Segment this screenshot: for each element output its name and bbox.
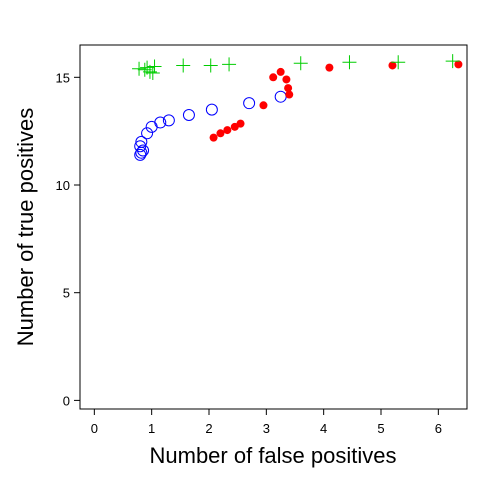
data-point — [259, 101, 268, 110]
data-point — [445, 54, 460, 69]
x-axis: 0 1 2 3 4 5 6 — [91, 409, 442, 436]
x-tick-label: 5 — [377, 421, 384, 436]
data-point — [276, 67, 285, 76]
data-point — [223, 126, 232, 135]
data-point — [176, 58, 191, 73]
data-point — [391, 55, 406, 70]
data-point — [203, 58, 218, 73]
x-tick-label: 3 — [263, 421, 270, 436]
series-plus — [132, 54, 460, 80]
data-point — [135, 135, 148, 148]
data-point — [454, 60, 463, 69]
data-point — [154, 116, 167, 129]
data-point — [182, 109, 195, 121]
data-point — [162, 114, 175, 127]
y-tick-label: 15 — [56, 70, 70, 85]
y-tick-label: 0 — [63, 393, 70, 408]
data-point — [205, 103, 218, 116]
data-point — [134, 140, 147, 153]
data-point — [269, 73, 278, 82]
data-point — [145, 66, 160, 80]
data-point — [388, 61, 397, 70]
data-point — [141, 127, 154, 140]
data-point — [284, 84, 293, 93]
series-open-circle — [134, 90, 287, 161]
x-tick-label: 6 — [435, 421, 442, 436]
data-point — [325, 63, 334, 72]
y-tick-label: 10 — [56, 178, 70, 193]
x-tick-label: 4 — [320, 421, 327, 436]
data-point — [216, 129, 225, 138]
data-point — [243, 97, 256, 110]
x-axis-label: Number of false positives — [150, 443, 397, 468]
x-tick-label: 0 — [91, 421, 98, 436]
y-axis: 0 5 10 15 — [56, 70, 80, 408]
data-point — [132, 61, 147, 76]
data-point — [285, 90, 294, 99]
y-tick-label: 5 — [63, 286, 70, 301]
data-point — [293, 56, 308, 71]
data-points — [132, 54, 463, 161]
data-point — [147, 59, 162, 74]
x-tick-label: 1 — [148, 421, 155, 436]
plot-frame — [79, 44, 468, 410]
y-axis-label: Number of true positives — [13, 108, 38, 346]
data-point — [209, 133, 218, 142]
data-point — [222, 57, 237, 72]
data-point — [342, 55, 357, 70]
series-filled-circle — [209, 60, 463, 142]
data-point — [282, 75, 291, 84]
x-tick-label: 2 — [205, 421, 212, 436]
data-point — [236, 119, 245, 128]
